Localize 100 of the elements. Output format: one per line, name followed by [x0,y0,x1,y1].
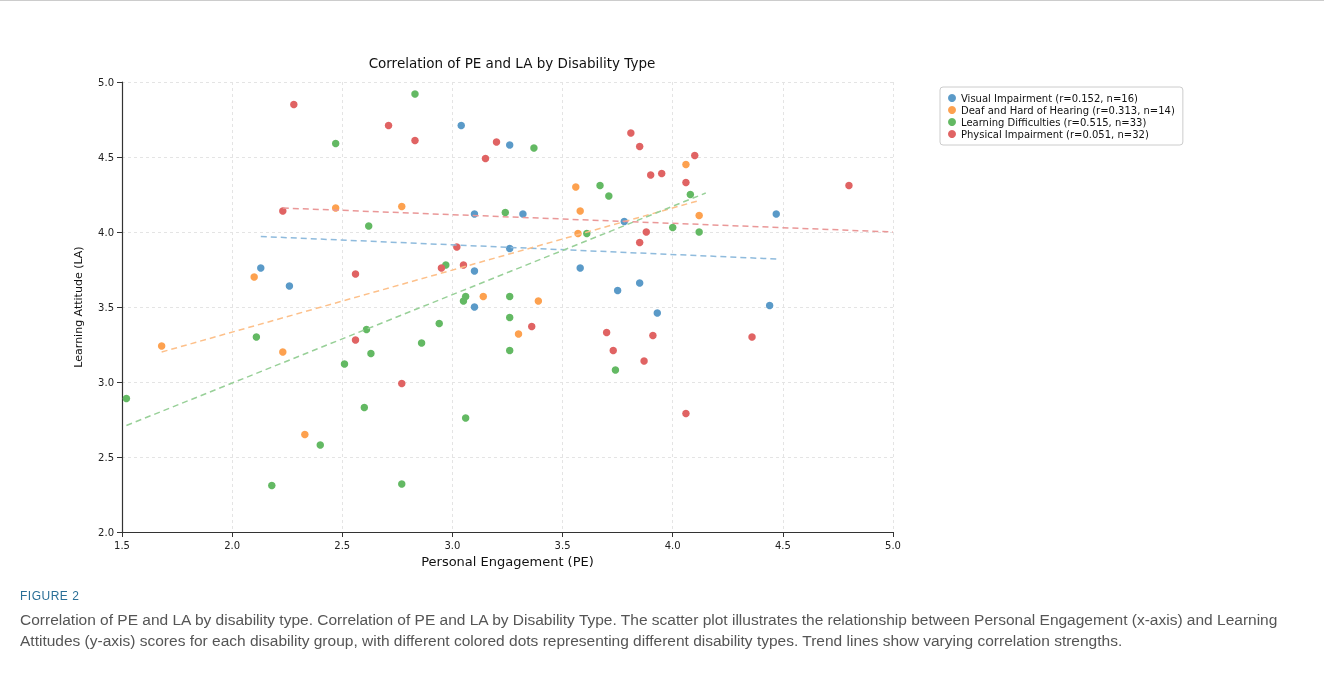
y-tick-label: 2.0 [98,526,114,538]
legend-label: Physical Impairment (r=0.051, n=32) [961,128,1149,140]
legend-label: Learning Difficulties (r=0.515, n=33) [961,116,1147,128]
point [411,136,419,145]
point [398,480,406,488]
point [657,169,666,178]
point [613,286,622,295]
point [470,267,479,275]
point [572,183,580,191]
x-tick-label: 2.5 [334,539,351,551]
point [257,264,265,272]
x-tick-label: 3.0 [444,539,461,551]
point [772,210,780,218]
point [457,121,465,130]
point [398,202,406,211]
point [505,346,514,355]
point [653,309,662,317]
point [596,181,604,190]
point [602,328,611,337]
point [279,348,287,356]
point [331,139,340,148]
point [384,121,393,130]
point [627,129,635,137]
point [635,238,644,247]
point [505,313,514,322]
point [748,333,756,341]
x-tick-label: 2.0 [224,539,241,551]
point [470,303,479,311]
x-tick-label: 4.5 [774,539,791,551]
legend-label: Visual Impairment (r=0.152, n=16) [961,92,1139,104]
point [285,282,294,290]
point [695,228,703,236]
point [364,222,373,230]
point [479,292,488,301]
point [252,333,261,341]
point [351,270,360,278]
point [301,430,309,439]
point [411,90,419,98]
point [461,292,470,301]
point [534,297,543,305]
point [340,360,349,368]
point [635,142,644,151]
point [668,223,677,232]
chart-title: Correlation of PE and LA by Disability Type [368,55,656,71]
point [682,409,690,418]
point [611,366,620,374]
point [505,292,514,301]
point [505,141,514,149]
point [367,349,375,358]
point [682,178,690,187]
point [519,210,527,218]
y-tick-label: 4.0 [98,226,114,238]
point [461,414,470,422]
point [250,273,258,281]
point [765,301,774,310]
point [316,441,325,449]
x-axis-title: Personal Engagement (PE) [421,553,594,569]
point [362,325,371,334]
point [576,207,584,215]
y-tick-label: 3.0 [98,376,114,388]
point [682,160,690,169]
point [514,330,523,338]
point [492,138,501,146]
point [605,192,613,200]
text: Correlation of PE and LA by disability type. Correlation of PE and LA by Disability Type. The scatter plot illustrates the relationship between Personal Engagement (x-axis) and Learning Attitudes (y-axis) scores for each disability group, with different colored dots representing different disability types. Trend lines show varying correlation strengths. [20,610,1279,651]
point [417,339,426,347]
point [686,190,695,199]
point [845,181,853,190]
y-axis-title: Learning Attitude (LA) [72,246,85,368]
point [122,394,131,403]
point [609,346,617,355]
point [530,144,538,152]
x-tick-label: 5.0 [885,539,901,551]
point [527,322,536,331]
point [437,264,446,272]
point [646,171,655,179]
x-tick-label: 1.5 [114,539,130,551]
point [501,208,510,217]
y-tick-label: 2.5 [98,451,114,463]
point [642,228,651,236]
point [640,357,648,365]
point [435,319,443,328]
point [268,481,276,490]
legend-label: Deaf and Hard of Hearing (r=0.313, n=14) [961,104,1175,116]
point [481,154,490,163]
point [360,403,369,412]
x-tick-label: 3.5 [554,539,571,551]
point [351,336,360,344]
point [157,342,166,350]
x-tick-label: 4.0 [664,539,681,551]
y-tick-label: 4.5 [98,151,114,163]
point [576,264,584,272]
point [691,151,699,160]
y-tick-label: 5.0 [98,76,114,88]
point [398,379,406,388]
point [635,279,644,287]
point [279,207,287,215]
point [649,331,657,340]
point [290,100,298,109]
point [695,211,703,220]
